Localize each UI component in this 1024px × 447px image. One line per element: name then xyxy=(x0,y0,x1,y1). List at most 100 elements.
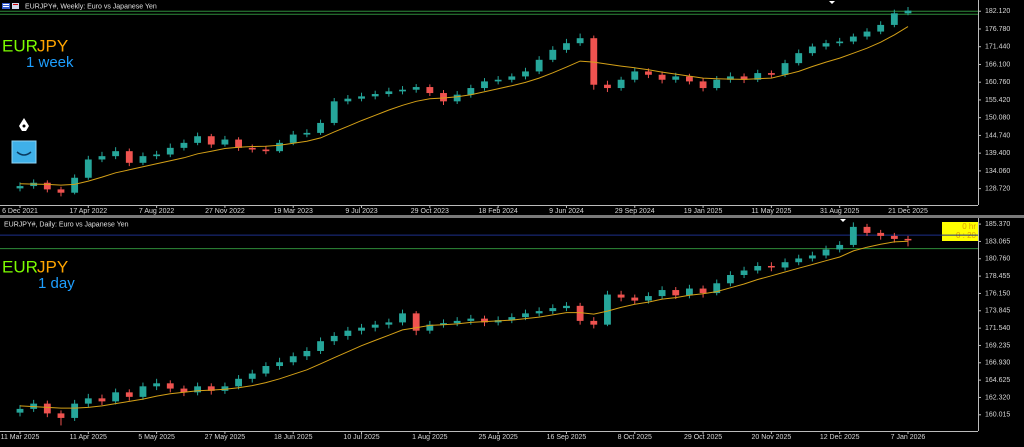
candle-body xyxy=(631,71,639,80)
x-tick-label: 19 Mar 2023 xyxy=(274,208,313,215)
candle-body xyxy=(535,59,543,72)
candle-body xyxy=(317,341,324,351)
candle-body xyxy=(549,308,557,312)
candle-body xyxy=(740,76,748,80)
candle-body xyxy=(795,53,803,64)
candle-body xyxy=(672,290,680,296)
y-tick-label: 185.370 xyxy=(985,221,1010,228)
candle-body xyxy=(84,159,92,178)
candle-body xyxy=(508,317,516,321)
candle-body xyxy=(84,398,92,404)
candle-body xyxy=(112,392,120,402)
x-tick-label: 7 Jan 2026 xyxy=(891,434,926,441)
candle-body xyxy=(767,265,775,268)
candle-body xyxy=(289,134,297,143)
candle-body xyxy=(16,186,24,189)
candle-body xyxy=(153,383,161,387)
candle-body xyxy=(194,386,202,393)
candle-body xyxy=(207,136,215,145)
candle-body xyxy=(112,151,120,157)
y-tick-label: 128.720 xyxy=(985,185,1010,192)
candle-body xyxy=(303,132,311,135)
candle-body xyxy=(139,156,147,163)
y-tick-label: 166.930 xyxy=(985,360,1010,367)
candle-body xyxy=(699,288,707,294)
candle-body xyxy=(686,76,693,82)
candle-body xyxy=(508,76,516,80)
candle-body xyxy=(563,305,570,309)
candle-body xyxy=(194,136,202,143)
candle-body xyxy=(808,255,816,259)
countdown-hours: 0 hr xyxy=(962,222,976,231)
candle-body xyxy=(617,294,625,298)
candle-body xyxy=(590,38,598,85)
x-tick-label: 27 Nov 2022 xyxy=(205,208,245,215)
candle-body xyxy=(412,313,420,331)
panel-separator[interactable] xyxy=(0,215,1024,218)
candle-body xyxy=(590,320,598,325)
x-tick-label: 27 May 2025 xyxy=(205,434,246,441)
candle-body xyxy=(781,63,789,75)
shift-marker[interactable] xyxy=(829,1,835,4)
x-tick-label: 11 Apr 2025 xyxy=(70,434,107,441)
candle-body xyxy=(767,73,775,75)
candle-body xyxy=(563,43,570,50)
candle-body xyxy=(235,378,242,387)
candle-body xyxy=(248,147,256,150)
candle-body xyxy=(371,324,379,328)
candle-body xyxy=(535,311,543,314)
candle-body xyxy=(221,386,229,391)
countdown-box xyxy=(942,222,978,241)
x-tick-label: 16 Sep 2025 xyxy=(547,434,587,441)
candle-body xyxy=(467,318,475,321)
candle-body xyxy=(166,383,174,389)
candle-body xyxy=(890,13,898,25)
y-tick-label: 171.540 xyxy=(985,325,1010,332)
candle-body xyxy=(16,408,24,413)
x-tick-label: 18 Feb 2024 xyxy=(478,208,517,215)
y-tick-label: 144.740 xyxy=(985,132,1010,139)
x-tick-label: 18 Jun 2025 xyxy=(274,434,313,441)
candle-body xyxy=(863,31,871,37)
candle-body xyxy=(754,265,762,271)
candle-body xyxy=(481,81,488,89)
x-tick-label: 11 May 2025 xyxy=(751,208,791,215)
base-currency: EUR xyxy=(2,257,38,276)
candle-body xyxy=(617,79,625,89)
candle-body xyxy=(289,356,297,363)
candle-body xyxy=(904,238,912,241)
candle-body xyxy=(494,79,502,82)
x-tick-label: 9 Jun 2024 xyxy=(549,208,584,215)
y-tick-label: 178.455 xyxy=(985,273,1010,280)
chart-tool-icon[interactable] xyxy=(11,140,37,164)
candle-body xyxy=(385,322,393,325)
candle-body xyxy=(43,403,51,414)
candle-body xyxy=(699,81,707,89)
candle-body xyxy=(672,76,680,80)
candle-body xyxy=(481,318,488,323)
x-tick-label: 6 Dec 2021 xyxy=(2,208,38,215)
y-tick-label: 176.780 xyxy=(985,26,1010,33)
y-tick-label: 150.080 xyxy=(985,115,1010,122)
x-tick-label: 20 Nov 2025 xyxy=(752,434,792,441)
x-tick-label: 8 Oct 2025 xyxy=(618,434,652,441)
candle-body xyxy=(426,324,434,331)
candle-body xyxy=(262,366,270,374)
y-tick-label: 171.440 xyxy=(985,44,1010,51)
candle-body xyxy=(740,270,748,276)
shift-marker[interactable] xyxy=(840,219,846,222)
candle-body xyxy=(440,323,447,325)
y-tick-label: 182.120 xyxy=(985,8,1010,15)
candle-body xyxy=(125,392,133,397)
pen-icon[interactable] xyxy=(19,118,29,131)
candle-body xyxy=(604,84,611,89)
candle-body xyxy=(658,74,666,80)
candle-body xyxy=(645,71,652,75)
candle-body xyxy=(781,262,789,268)
candle-body xyxy=(330,335,338,342)
header-icons[interactable] xyxy=(2,3,19,9)
candle-body xyxy=(453,320,461,324)
y-tick-label: 180.760 xyxy=(985,256,1010,263)
candle-body xyxy=(808,46,816,54)
